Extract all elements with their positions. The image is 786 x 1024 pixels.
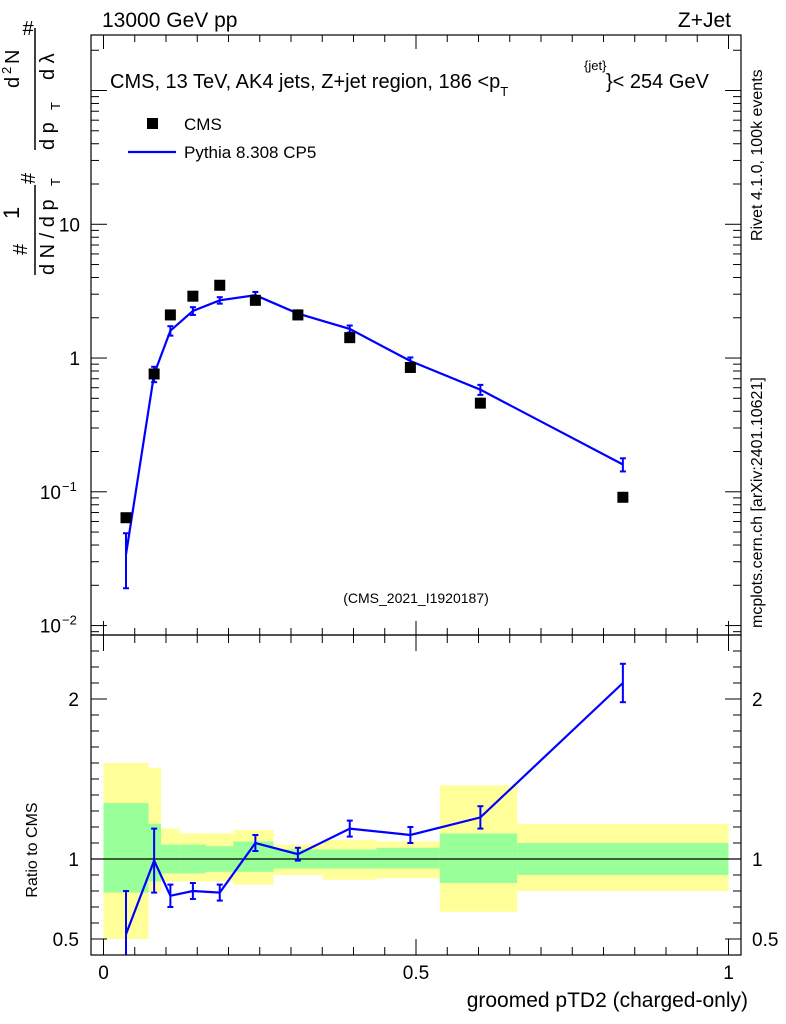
main-y-hash: # bbox=[10, 243, 32, 255]
data-point bbox=[148, 368, 160, 380]
main-y-axis-label: # # 1 d N / d p T # d 2 N d p T d λ bbox=[0, 18, 63, 275]
main-y-num2-sup: 2 bbox=[0, 67, 14, 74]
main-y-tick-label: 10 bbox=[40, 483, 61, 504]
main-y-den2: d p bbox=[37, 122, 59, 150]
ratio-y-tick-labels-right: 0.5 1 2 bbox=[752, 690, 778, 951]
svg-text:#: # bbox=[22, 18, 34, 40]
data-point bbox=[292, 309, 304, 321]
ratio-band-inner bbox=[103, 803, 149, 893]
ratio-ticks bbox=[91, 634, 741, 956]
ratio-panel: 0.512 0.512 0 0.5 1 bbox=[53, 634, 778, 984]
ratio-y-tick-label: 1 bbox=[68, 850, 79, 871]
data-point bbox=[344, 332, 356, 344]
plot-title-suffix: }< 254 GeV bbox=[606, 71, 710, 93]
ratio-bands bbox=[103, 763, 729, 939]
x-tick-label: 1 bbox=[723, 963, 734, 984]
ratio-y-tick-label-right: 2 bbox=[752, 690, 763, 711]
main-ticks bbox=[91, 35, 741, 635]
main-y-tick-label: 1 bbox=[69, 349, 80, 370]
data-point bbox=[120, 512, 132, 524]
ratio-y-tick-label: 0.5 bbox=[53, 930, 79, 951]
ratio-y-tick-labels: 0.5 1 2 bbox=[53, 690, 79, 951]
ratio-band-inner bbox=[439, 833, 518, 883]
data-point bbox=[404, 361, 416, 373]
ratio-y-tick-label-right: 0.5 bbox=[752, 930, 778, 951]
data-point bbox=[214, 279, 226, 291]
main-y-den1: d N / d p bbox=[37, 199, 59, 275]
header-right: Z+Jet bbox=[678, 9, 731, 32]
analysis-watermark: (CMS_2021_I1920187) bbox=[343, 590, 489, 606]
main-y-den1-sub: T bbox=[48, 178, 63, 186]
legend-marker-data bbox=[147, 118, 158, 129]
x-tick-label: 0.5 bbox=[403, 963, 429, 984]
mc-series bbox=[123, 290, 626, 590]
ratio-y-label: Ratio to CMS bbox=[24, 802, 41, 897]
ratio-band-inner bbox=[376, 847, 440, 869]
main-y-den2-sub: T bbox=[48, 102, 63, 110]
x-tick-labels: 0 0.5 1 bbox=[98, 963, 734, 984]
data-point bbox=[249, 294, 261, 306]
main-y-num2b: N bbox=[2, 50, 24, 64]
main-y-tick-label: 10 bbox=[59, 215, 80, 236]
main-y-num1: 1 bbox=[0, 207, 24, 219]
rivet-label: Rivet 4.1.0, 100k events bbox=[749, 69, 766, 241]
ratio-mc-line bbox=[124, 682, 624, 935]
ratio-frame bbox=[90, 634, 742, 956]
data-point bbox=[617, 491, 629, 503]
main-y-tick-label: 10 bbox=[40, 617, 61, 638]
source-label: mcplots.cern.ch [arXiv:2401.10621] bbox=[749, 377, 766, 628]
legend-label-mc: Pythia 8.308 CP5 bbox=[184, 143, 316, 162]
main-y-den2-lambda: d λ bbox=[37, 53, 59, 80]
legend-label-data: CMS bbox=[184, 115, 222, 134]
plot-title-sup: {jet} bbox=[584, 58, 607, 73]
data-point bbox=[164, 309, 176, 321]
main-y-num2: d bbox=[2, 77, 24, 88]
header-left: 13000 GeV pp bbox=[102, 9, 237, 32]
mc-line bbox=[124, 294, 624, 555]
data-series bbox=[120, 279, 629, 524]
main-y-tick-exponent: −1 bbox=[62, 479, 77, 494]
ratio-y-tick-label: 2 bbox=[68, 690, 79, 711]
ratio-mc-series bbox=[123, 662, 626, 955]
data-point bbox=[187, 290, 199, 302]
x-axis-label: groomed pTD2 (charged-only) bbox=[467, 989, 748, 1012]
legend: CMS Pythia 8.308 CP5 bbox=[128, 115, 316, 162]
ratio-y-tick-label-right: 1 bbox=[752, 850, 763, 871]
main-y-tick-exponent: −2 bbox=[62, 613, 77, 628]
data-point bbox=[474, 397, 486, 409]
plot-title: CMS, 13 TeV, AK4 jets, Z+jet region, 186… bbox=[110, 71, 508, 99]
main-y-hash-2: # bbox=[18, 172, 40, 184]
x-tick-label: 0 bbox=[98, 963, 109, 984]
